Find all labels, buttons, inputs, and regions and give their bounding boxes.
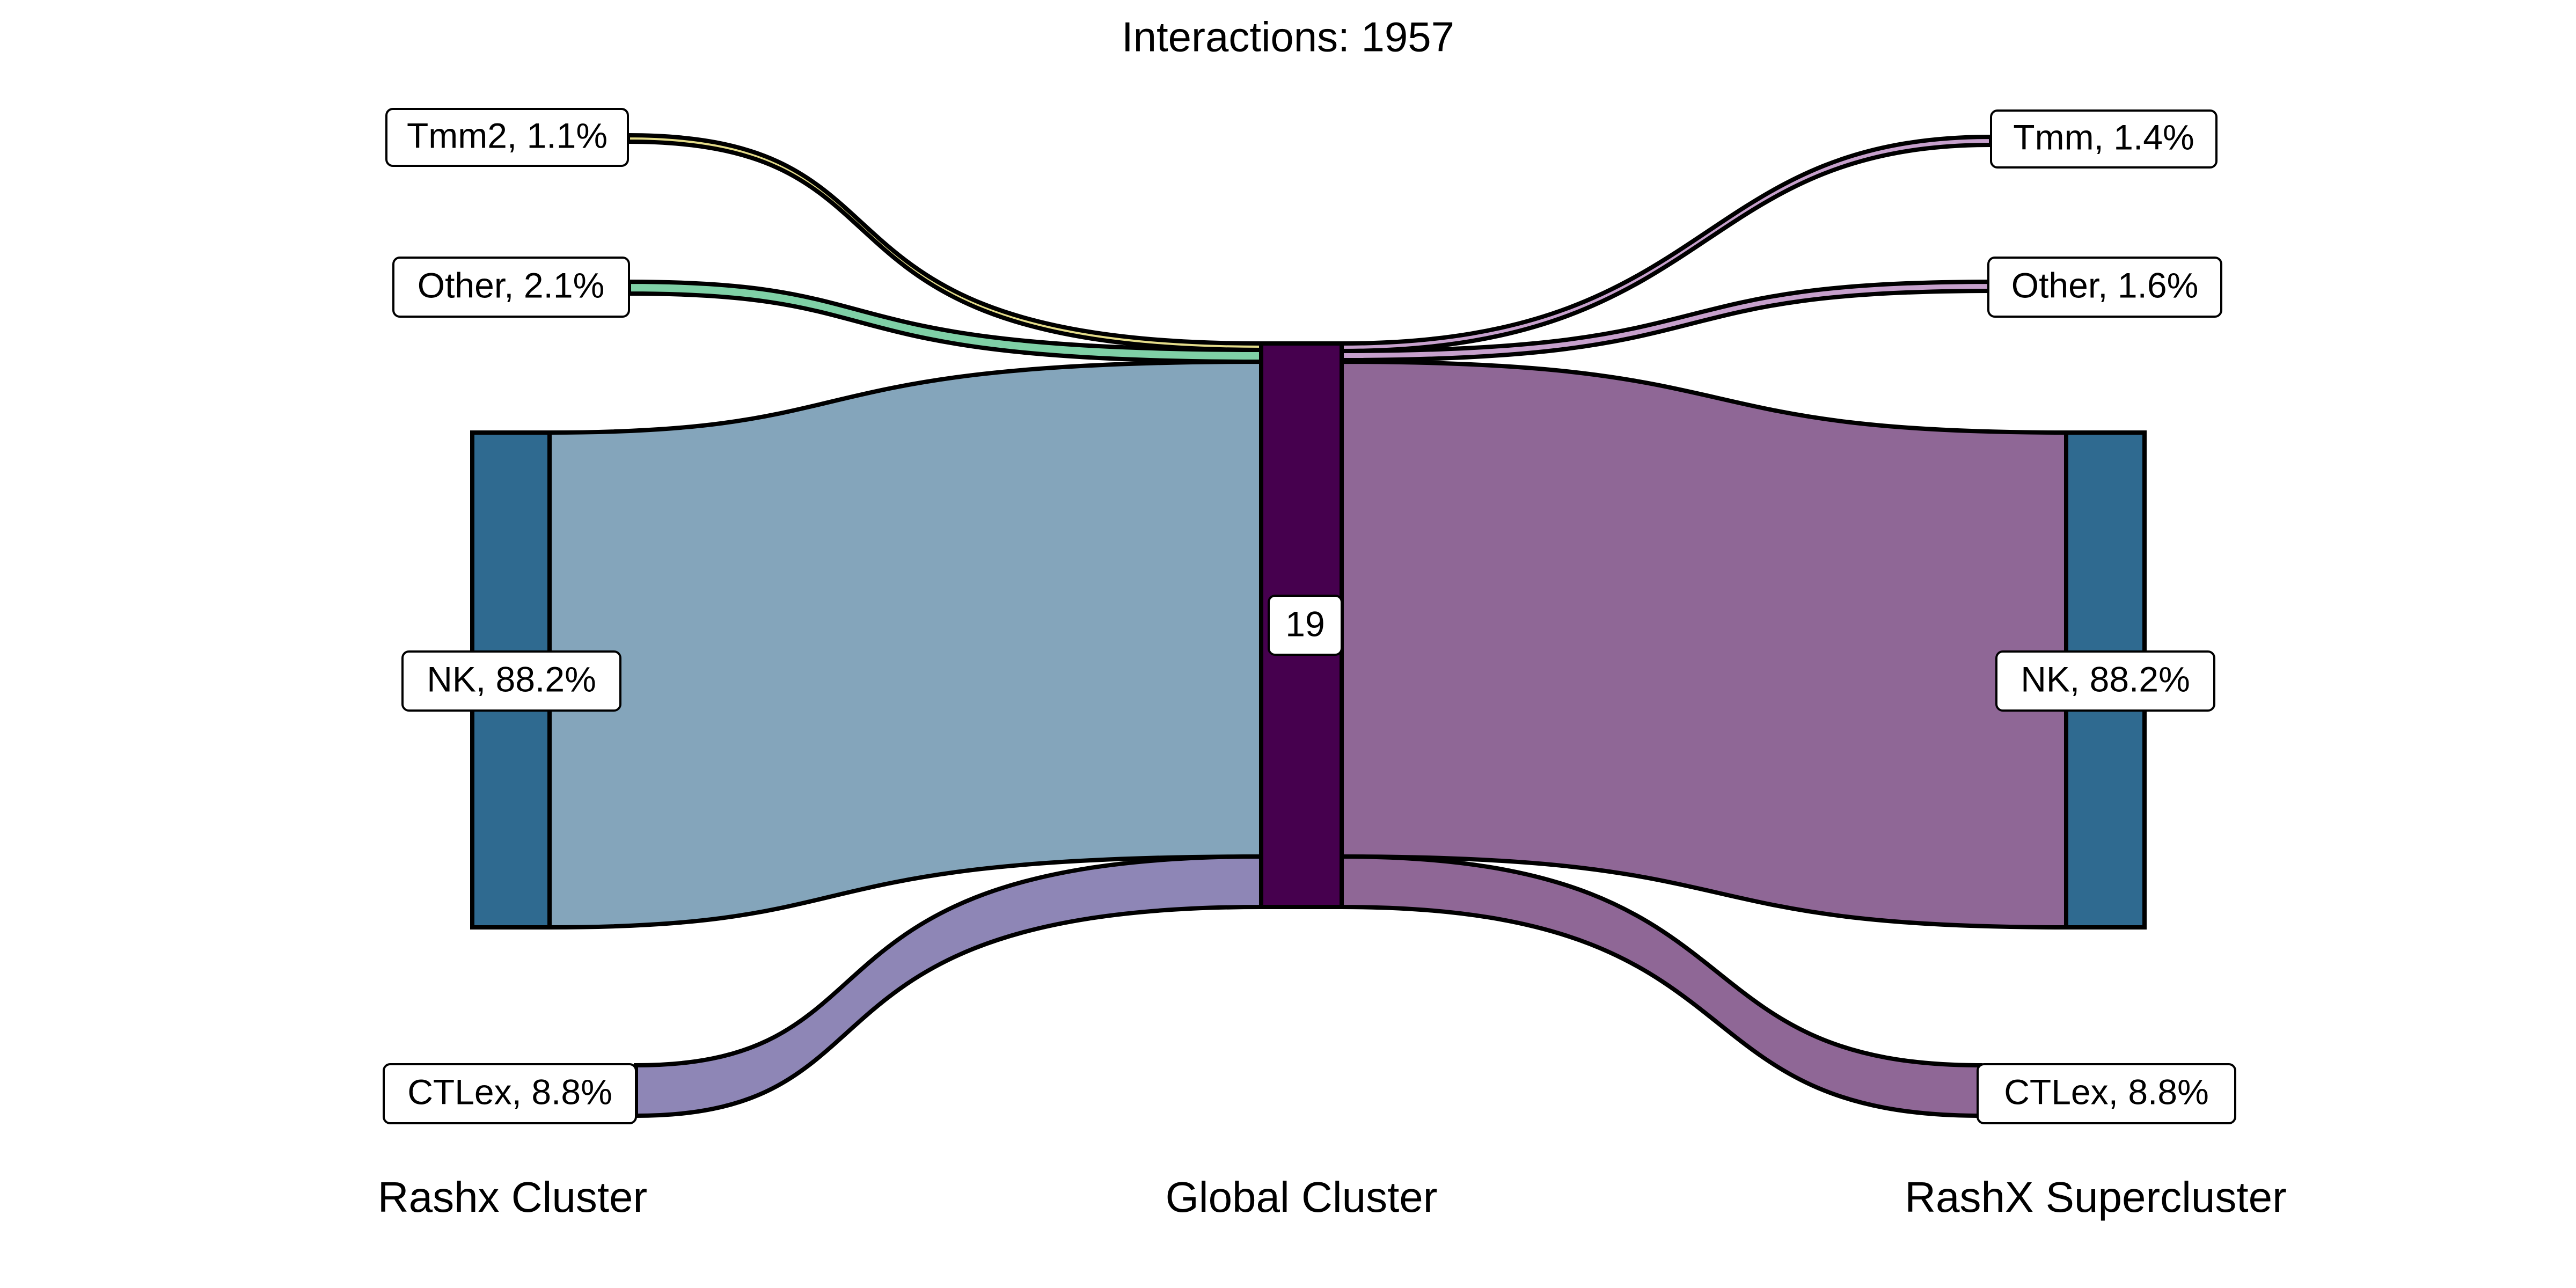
label-left-nk: NK, 88.2% (401, 650, 621, 712)
label-right-ctlex: CTLex, 8.8% (1977, 1063, 2236, 1124)
label-left-nk-text: NK, 88.2% (427, 659, 596, 699)
label-middle: 19 (1268, 595, 1343, 656)
axis-label-middle: Global Cluster (1166, 1173, 1438, 1221)
axis-label-right: RashX Supercluster (1905, 1173, 2286, 1221)
label-left-other: Other, 2.1% (392, 257, 630, 318)
label-left-ctlex-text: CTLex, 8.8% (407, 1072, 612, 1111)
label-left-tmm2-text: Tmm2, 1.1% (407, 115, 608, 155)
flow-left-nk (547, 359, 1263, 930)
label-right-tmm-text: Tmm, 1.4% (2013, 117, 2194, 157)
label-left-other-text: Other, 2.1% (418, 265, 605, 305)
flow-right-other (1340, 279, 1993, 363)
label-middle-text: 19 (1285, 604, 1324, 643)
label-right-tmm: Tmm, 1.4% (1990, 109, 2218, 169)
label-right-other: Other, 1.6% (1987, 257, 2222, 318)
label-right-other-text: Other, 1.6% (2011, 265, 2199, 305)
label-right-nk-text: NK, 88.2% (2021, 659, 2190, 699)
diagram-title: Interactions: 1957 (1122, 13, 1454, 61)
label-left-ctlex: CTLex, 8.8% (383, 1063, 637, 1124)
label-right-ctlex-text: CTLex, 8.8% (2004, 1072, 2209, 1111)
flow-right-nk (1340, 359, 2068, 930)
label-right-nk: NK, 88.2% (1995, 650, 2215, 712)
axis-label-left: Rashx Cluster (378, 1173, 647, 1221)
flow-left-tmm2 (626, 133, 1263, 353)
label-left-tmm2: Tmm2, 1.1% (385, 108, 629, 167)
